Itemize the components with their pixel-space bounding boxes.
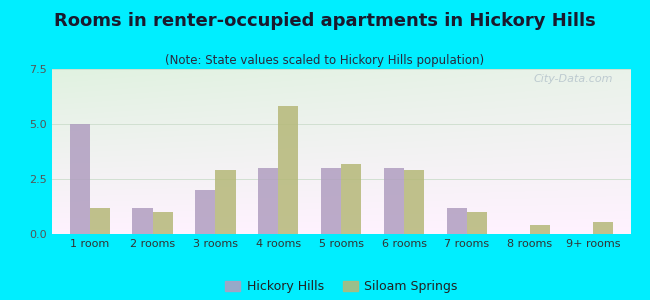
Bar <box>278 106 298 234</box>
Bar <box>530 225 550 234</box>
Bar <box>404 170 424 234</box>
Bar <box>216 170 235 234</box>
Bar <box>153 212 173 234</box>
Text: City-Data.com: City-Data.com <box>534 74 613 84</box>
Bar <box>258 168 278 234</box>
Bar <box>593 222 613 234</box>
Bar <box>384 168 404 234</box>
Bar <box>467 212 487 234</box>
Bar <box>341 164 361 234</box>
Bar <box>90 208 110 234</box>
Text: (Note: State values scaled to Hickory Hills population): (Note: State values scaled to Hickory Hi… <box>166 54 484 67</box>
Bar <box>196 190 216 234</box>
Bar <box>447 208 467 234</box>
Legend: Hickory Hills, Siloam Springs: Hickory Hills, Siloam Springs <box>222 277 461 297</box>
Text: Rooms in renter-occupied apartments in Hickory Hills: Rooms in renter-occupied apartments in H… <box>54 12 596 30</box>
Bar <box>133 208 153 234</box>
Bar <box>70 124 90 234</box>
Bar <box>321 168 341 234</box>
